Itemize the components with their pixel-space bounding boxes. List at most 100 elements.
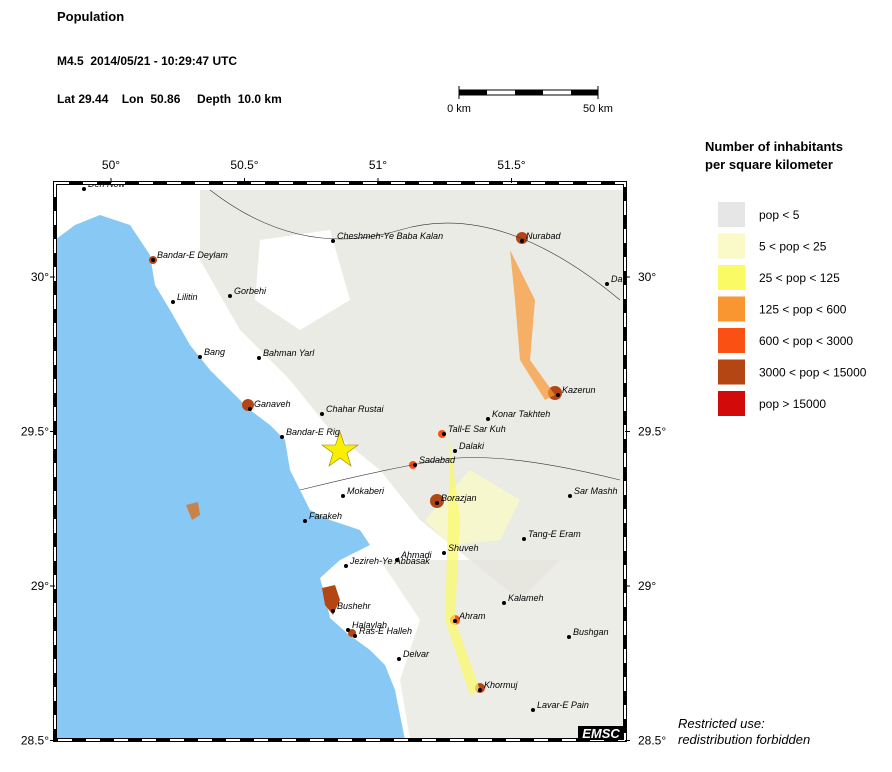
city-dot [453, 449, 457, 453]
scale-bar: 0 km 50 km [447, 86, 613, 115]
legend: Number of inhabitants per square kilomete… [705, 139, 867, 416]
city-dot [567, 635, 571, 639]
legend-swatch [718, 265, 745, 290]
city-dot [303, 519, 307, 523]
city-label: Jezireh-Ye Abbasak [349, 556, 430, 566]
city-label: Mokaberi [347, 486, 385, 496]
badge-bg [578, 726, 624, 740]
city-label: Da [611, 274, 623, 284]
legend-label: 125 < pop < 600 [759, 303, 847, 317]
city-label: Nurabad [526, 231, 562, 241]
city-dot [531, 708, 535, 712]
city-label: Konar Takhteh [492, 409, 550, 419]
title: Population [57, 9, 124, 24]
legend-label: 25 < pop < 125 [759, 271, 840, 285]
city-dot [486, 417, 490, 421]
legend-swatch [718, 202, 745, 227]
lon-tick-label: 50° [102, 158, 120, 172]
lat-tick-label: 28.5° [21, 734, 49, 748]
city-dot [556, 393, 560, 397]
lon-tick-label: 51° [369, 158, 387, 172]
city-label: Gorbehi [234, 286, 267, 296]
legend-swatch [718, 296, 745, 322]
city-dot [151, 258, 155, 262]
legend-swatch [718, 328, 745, 353]
city-label: Chahar Rustai [326, 404, 385, 414]
location-info: Lat 29.44 Lon 50.86 Depth 10.0 km [57, 92, 282, 106]
city-label: Halaylah [352, 620, 387, 630]
city-dot [442, 432, 446, 436]
legend-title: per square kilometer [705, 157, 833, 172]
city-label: Kalameh [508, 593, 544, 603]
city-label: Lilitin [177, 292, 198, 302]
lat-tick-label: 29.5° [638, 425, 666, 439]
city-label: Khormuj [484, 680, 519, 690]
city-dot [395, 558, 399, 562]
city-label: Bushehr [337, 601, 372, 611]
notice: redistribution forbidden [678, 732, 810, 747]
scale-end: 50 km [583, 103, 613, 115]
lat-tick-label: 29° [31, 579, 49, 593]
ticks: 50° 50.5° 51° 51.5° 30° 30° 29.5° 29.5° 29° 29° 28… [21, 158, 667, 748]
city-dot [82, 187, 86, 191]
lat-tick-label: 29.5° [21, 425, 49, 439]
city-dot [413, 463, 417, 467]
city-dot [605, 282, 609, 286]
city-label: Delvar [403, 649, 430, 659]
lat-tick-label: 28.5° [638, 734, 666, 748]
city-dot [331, 609, 335, 613]
city-label: Sar Mashh [574, 486, 618, 496]
city-dot [320, 412, 324, 416]
city-dot [442, 551, 446, 555]
city-label: Shuveh [448, 543, 479, 553]
city-label: Bandar-E Rig [286, 427, 340, 437]
map-frame-dash [54, 182, 626, 741]
city-label: Tall-E Sar Kuh [448, 424, 506, 434]
legend-title: Number of inhabitants [705, 139, 843, 154]
city-label: Ras-E Halleh [359, 626, 412, 636]
city-label: Ahmadi [400, 550, 433, 560]
badge: EMSC [582, 726, 620, 741]
legend-swatch [718, 391, 745, 416]
legend-label: 3000 < pop < 15000 [759, 366, 867, 380]
city-label: Borazjan [441, 493, 477, 503]
city-dot [341, 494, 345, 498]
legend-swatch [718, 359, 745, 385]
city-dot [346, 628, 350, 632]
city-label: Deh Now [88, 179, 126, 189]
city-dot [228, 294, 232, 298]
epicenter [321, 431, 359, 467]
lat-tick-label: 29° [638, 579, 656, 593]
city-label: Cheshmeh-Ye Baba Kalan [337, 231, 443, 241]
city-dot [248, 407, 252, 411]
city-dot [453, 619, 457, 623]
city-label: Kazerun [562, 385, 596, 395]
cities: Deh Now Bandar-E Deylam Lilitin Gorbehi Ches… [82, 179, 623, 712]
city-label: Bushgan [573, 627, 609, 637]
city-label: Lavar-E Pain [537, 700, 589, 710]
city-dot [568, 494, 572, 498]
city-dot [502, 601, 506, 605]
city-dot [478, 688, 482, 692]
legend-label: pop < 5 [759, 208, 800, 222]
lat-tick-label: 30° [31, 270, 49, 284]
city-dot [331, 239, 335, 243]
scale-start: 0 km [447, 103, 471, 115]
legend-label: pop > 15000 [759, 397, 826, 411]
city-label: Ganaveh [254, 399, 291, 409]
city-dot [353, 634, 357, 638]
city-label: Tang-E Eram [528, 529, 581, 539]
city-label: Sadabad [419, 455, 456, 465]
city-label: Farakeh [309, 511, 342, 521]
city-dot [344, 564, 348, 568]
legend-label: 600 < pop < 3000 [759, 334, 853, 348]
city-label: Bang [204, 347, 225, 357]
lat-tick-label: 30° [638, 270, 656, 284]
city-dot [520, 239, 524, 243]
city-label: Ahram [458, 611, 486, 621]
city-label: Bahman Yarl [263, 348, 315, 358]
city-label: Dalaki [459, 441, 485, 451]
city-label: Bandar-E Deylam [157, 250, 228, 260]
